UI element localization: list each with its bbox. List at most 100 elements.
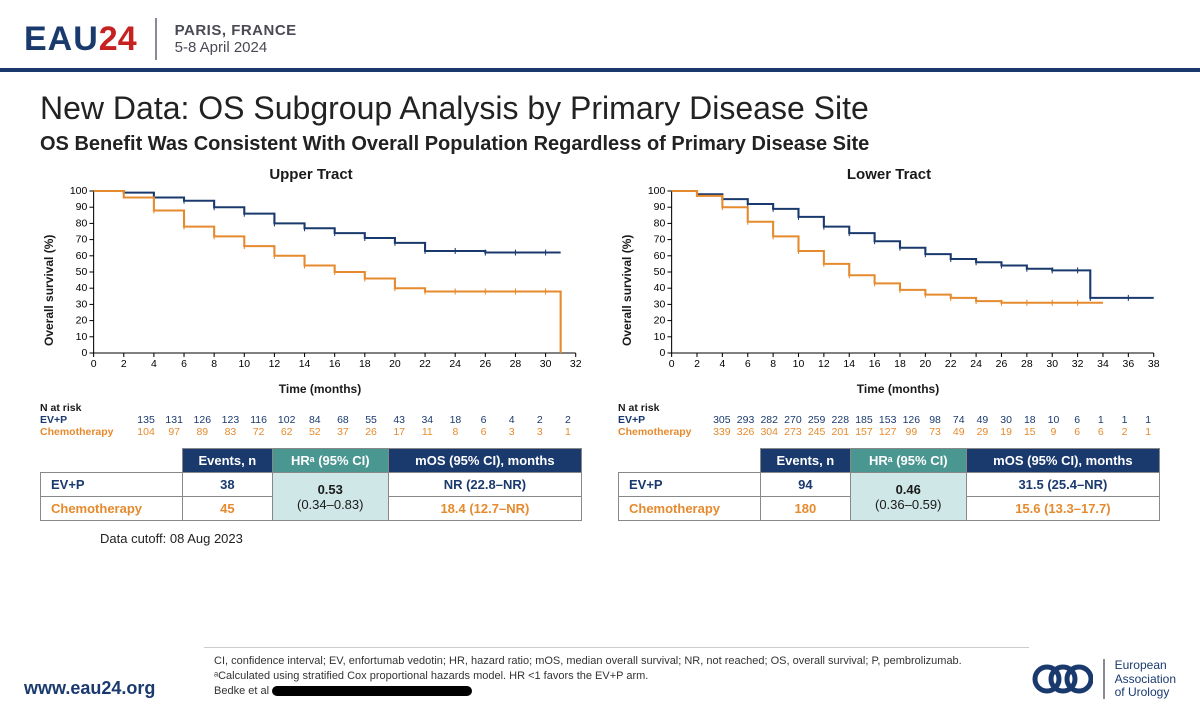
svg-text:90: 90 bbox=[76, 202, 88, 213]
col-events: Events, n bbox=[182, 449, 272, 473]
svg-text:30: 30 bbox=[1046, 359, 1058, 370]
risk-row-chemo-lower: Chemotherapy 339326304273245201157127997… bbox=[618, 426, 1160, 438]
panels: Upper Tract Overall survival (%) 0102030… bbox=[40, 166, 1160, 521]
svg-text:24: 24 bbox=[970, 359, 982, 370]
redacted-bar bbox=[272, 686, 472, 696]
y-axis-label: Overall survival (%) bbox=[40, 185, 58, 396]
svg-text:16: 16 bbox=[329, 359, 341, 370]
svg-text:32: 32 bbox=[1072, 359, 1084, 370]
hr-cell-upper: 0.53 (0.34–0.83) bbox=[272, 473, 388, 521]
svg-text:90: 90 bbox=[654, 202, 666, 213]
svg-text:10: 10 bbox=[238, 359, 250, 370]
svg-text:26: 26 bbox=[996, 359, 1008, 370]
panel-title-lower: Lower Tract bbox=[618, 166, 1160, 183]
risk-table-lower: N at risk EV+P 3052932822702592281851531… bbox=[618, 402, 1160, 438]
content: New Data: OS Subgroup Analysis by Primar… bbox=[0, 72, 1200, 546]
col-mos: mOS (95% CI), months bbox=[966, 449, 1159, 473]
risk-row-evp-lower: EV+P 30529328227025922818515312698744930… bbox=[618, 414, 1160, 426]
panel-upper: Upper Tract Overall survival (%) 0102030… bbox=[40, 166, 582, 521]
svg-text:0: 0 bbox=[82, 348, 88, 359]
svg-text:4: 4 bbox=[151, 359, 157, 370]
svg-text:30: 30 bbox=[540, 359, 552, 370]
hr-cell-lower: 0.46 (0.36–0.59) bbox=[850, 473, 966, 521]
svg-text:22: 22 bbox=[419, 359, 431, 370]
x-axis-label: Time (months) bbox=[636, 382, 1160, 396]
footnote-abbrev: CI, confidence interval; EV, enfortumab … bbox=[214, 654, 1019, 669]
svg-text:80: 80 bbox=[654, 219, 666, 230]
svg-text:12: 12 bbox=[269, 359, 281, 370]
svg-text:2: 2 bbox=[121, 359, 127, 370]
footer: www.eau24.org CI, confidence interval; E… bbox=[0, 647, 1200, 699]
km-chart-upper: 0102030405060708090100024681012141618202… bbox=[58, 185, 582, 375]
svg-text:30: 30 bbox=[654, 300, 666, 311]
svg-text:0: 0 bbox=[91, 359, 97, 370]
svg-text:100: 100 bbox=[70, 186, 88, 197]
risk-row-chemo-upper: Chemotherapy 104978983726252372617118633… bbox=[40, 426, 582, 438]
n-at-risk-label: N at risk bbox=[618, 402, 1160, 414]
svg-text:8: 8 bbox=[770, 359, 776, 370]
panel-lower: Lower Tract Overall survival (%) 0102030… bbox=[618, 166, 1160, 521]
svg-text:8: 8 bbox=[211, 359, 217, 370]
svg-text:20: 20 bbox=[920, 359, 932, 370]
risk-row-evp-upper: EV+P 1351311261231161028468554334186422 bbox=[40, 414, 582, 426]
dates: 5-8 April 2024 bbox=[175, 39, 297, 56]
header-meta: PARIS, FRANCE 5-8 April 2024 bbox=[175, 22, 297, 56]
svg-text:18: 18 bbox=[894, 359, 906, 370]
org-name: European Association of Urology bbox=[1103, 659, 1176, 699]
logo-text-eau: EAU bbox=[24, 20, 99, 58]
km-chart-lower: 0 10 20 30 40 50 60 70 80 90 100 0 24 6 8 10 12 14 16 18 20 2… bbox=[636, 185, 1160, 375]
svg-text:80: 80 bbox=[76, 219, 88, 230]
svg-text:32: 32 bbox=[570, 359, 582, 370]
col-events: Events, n bbox=[760, 449, 850, 473]
svg-text:6: 6 bbox=[745, 359, 751, 370]
svg-text:0: 0 bbox=[669, 359, 675, 370]
svg-text:60: 60 bbox=[654, 251, 666, 262]
page-subtitle: OS Benefit Was Consistent With Overall P… bbox=[40, 133, 1160, 156]
footer-org: European Association of Urology bbox=[1029, 659, 1176, 699]
svg-text:38: 38 bbox=[1148, 359, 1160, 370]
svg-text:18: 18 bbox=[359, 359, 371, 370]
svg-text:50: 50 bbox=[76, 267, 88, 278]
data-cutoff: Data cutoff: 08 Aug 2023 bbox=[100, 531, 1160, 546]
footnote-methods: ᵃCalculated using stratified Cox proport… bbox=[214, 669, 1019, 684]
svg-text:34: 34 bbox=[1097, 359, 1109, 370]
svg-text:30: 30 bbox=[76, 300, 88, 311]
panel-title-upper: Upper Tract bbox=[40, 166, 582, 183]
svg-text:20: 20 bbox=[389, 359, 401, 370]
summary-table-upper: Events, n HRᵃ (95% CI) mOS (95% CI), mon… bbox=[40, 448, 582, 521]
summary-table-lower: Events, n HRᵃ (95% CI) mOS (95% CI), mon… bbox=[618, 448, 1160, 521]
svg-text:70: 70 bbox=[654, 235, 666, 246]
footer-notes: CI, confidence interval; EV, enfortumab … bbox=[204, 647, 1029, 699]
svg-text:0: 0 bbox=[660, 348, 666, 359]
col-hr: HRᵃ (95% CI) bbox=[850, 449, 966, 473]
svg-text:100: 100 bbox=[648, 186, 666, 197]
x-axis-label: Time (months) bbox=[58, 382, 582, 396]
svg-text:40: 40 bbox=[654, 283, 666, 294]
col-hr: HRᵃ (95% CI) bbox=[272, 449, 388, 473]
svg-text:28: 28 bbox=[1021, 359, 1033, 370]
svg-text:20: 20 bbox=[76, 316, 88, 327]
logo-text-24: 24 bbox=[99, 20, 137, 58]
svg-text:14: 14 bbox=[299, 359, 311, 370]
n-at-risk-label: N at risk bbox=[40, 402, 582, 414]
svg-text:60: 60 bbox=[76, 251, 88, 262]
svg-text:14: 14 bbox=[843, 359, 855, 370]
svg-text:10: 10 bbox=[76, 332, 88, 343]
header: EAU24 PARIS, FRANCE 5-8 April 2024 bbox=[0, 0, 1200, 72]
svg-text:40: 40 bbox=[76, 283, 88, 294]
svg-text:10: 10 bbox=[793, 359, 805, 370]
col-mos: mOS (95% CI), months bbox=[388, 449, 581, 473]
page-title: New Data: OS Subgroup Analysis by Primar… bbox=[40, 90, 1160, 127]
svg-text:10: 10 bbox=[654, 332, 666, 343]
svg-text:4: 4 bbox=[719, 359, 725, 370]
footer-url: www.eau24.org bbox=[24, 678, 204, 699]
svg-text:28: 28 bbox=[510, 359, 522, 370]
risk-table-upper: N at risk EV+P 1351311261231161028468554… bbox=[40, 402, 582, 438]
svg-text:12: 12 bbox=[818, 359, 830, 370]
svg-text:16: 16 bbox=[869, 359, 881, 370]
svg-text:50: 50 bbox=[654, 267, 666, 278]
eau-logo-icon bbox=[1029, 663, 1093, 695]
logo: EAU24 bbox=[24, 20, 137, 59]
svg-text:20: 20 bbox=[654, 316, 666, 327]
svg-text:70: 70 bbox=[76, 235, 88, 246]
